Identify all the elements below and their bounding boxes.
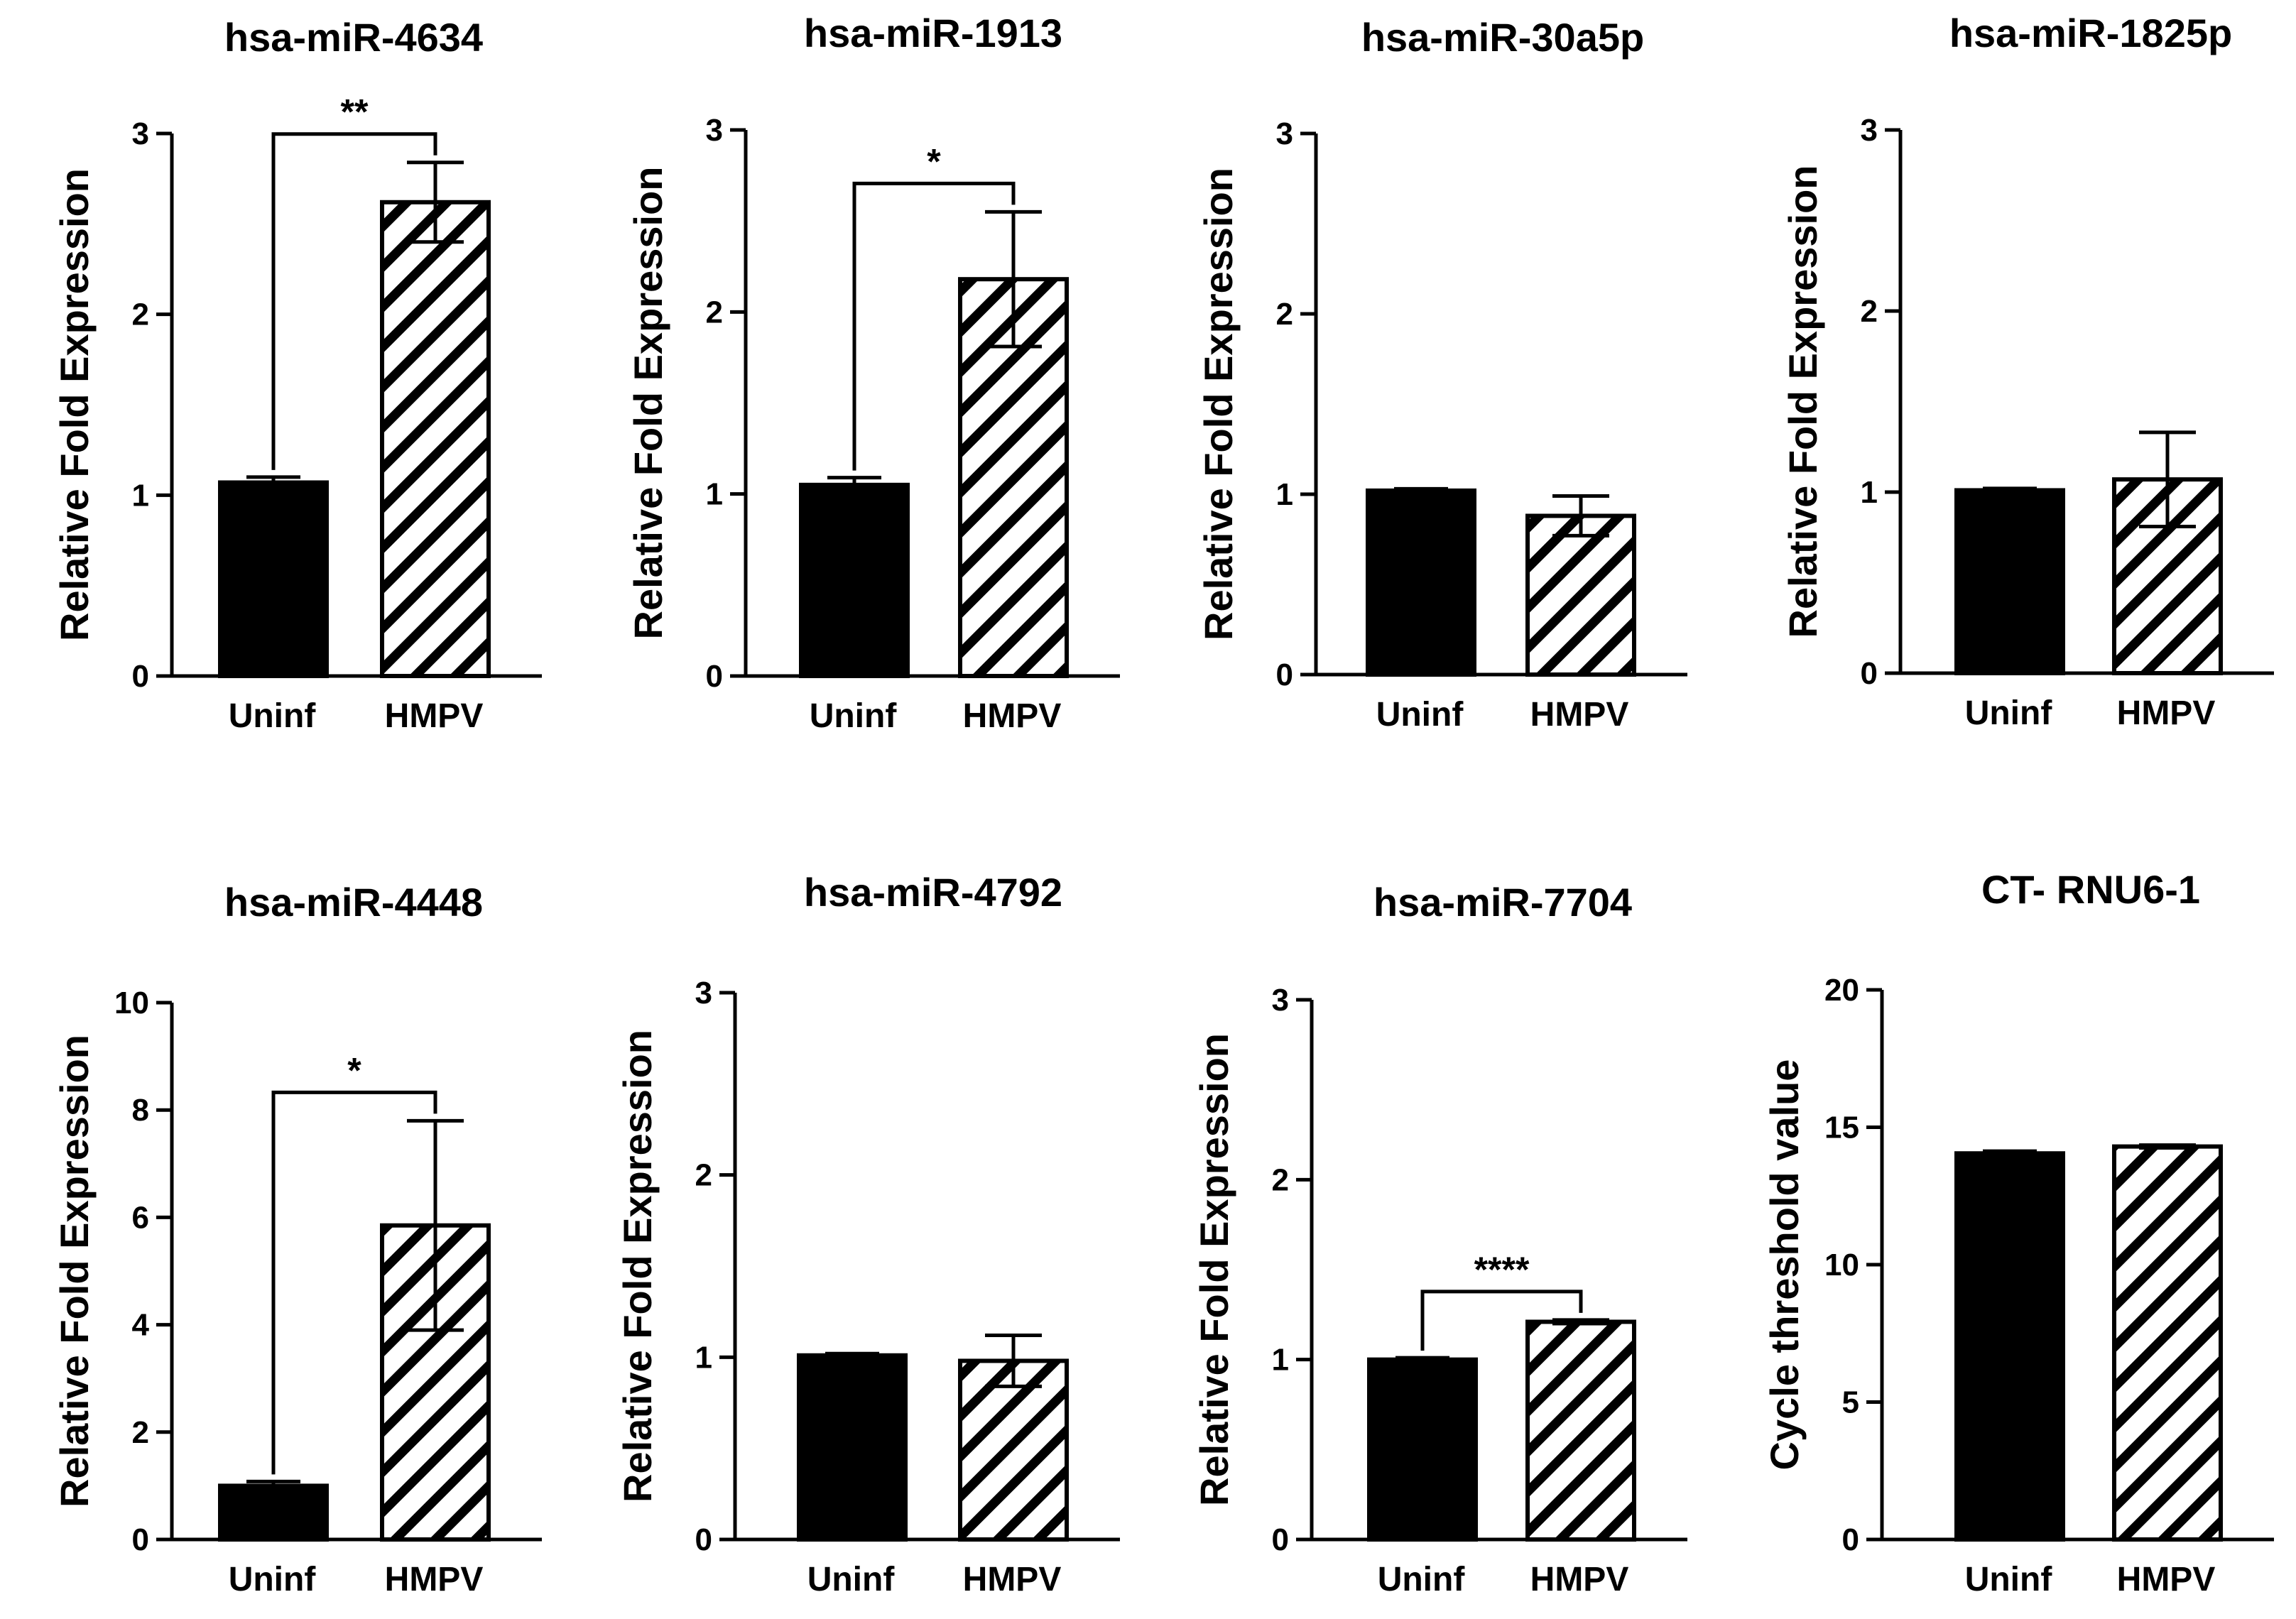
y-tick-label: 0	[1276, 658, 1293, 692]
y-axis-label: Relative Fold Expression	[1196, 168, 1241, 640]
y-tick-label: 0	[132, 659, 149, 694]
y-tick-label: 3	[695, 976, 712, 1010]
y-axis-label: Relative Fold Expression	[615, 1030, 660, 1503]
y-tick-label: 2	[1861, 294, 1878, 329]
y-tick-label: 0	[132, 1522, 149, 1557]
bar-uninf	[218, 480, 329, 678]
y-tick-label: 3	[1276, 116, 1293, 151]
significance-bracket	[1420, 1290, 1583, 1351]
x-category-label: Uninf	[229, 697, 317, 735]
chart-title: hsa-miR-4634	[224, 15, 483, 60]
bar-uninf	[1954, 1151, 2065, 1542]
y-tick-label: 4	[132, 1308, 150, 1343]
significance-label: *	[347, 1050, 361, 1090]
y-tick-label: 1	[1861, 475, 1878, 510]
y-tick-label: 0	[706, 659, 723, 694]
y-tick-label: 10	[114, 986, 149, 1020]
x-category-label: HMPV	[963, 697, 1062, 735]
y-tick-label: 1	[132, 478, 149, 513]
bar-hmpv	[1525, 513, 1636, 677]
significance-bracket	[271, 132, 437, 470]
y-tick-label: 2	[706, 295, 723, 329]
bar-uninf	[797, 1353, 908, 1542]
chart-title: hsa-miR-30a5p	[1361, 15, 1644, 60]
y-axis-label: Cycle threshold value	[1762, 1059, 1807, 1471]
bar-hmpv	[1525, 1319, 1636, 1542]
significance-label: *	[927, 141, 941, 181]
y-tick-label: 2	[132, 1415, 149, 1450]
y-tick-label: 8	[132, 1093, 149, 1128]
chart-title: CT- RNU6-1	[1981, 867, 2200, 912]
y-tick-label: 2	[132, 298, 149, 332]
y-tick-label: 1	[706, 477, 723, 512]
chart-panel-4: hsa-miR-1825p Relative Fold Expression 0 1 2…	[1780, 11, 2274, 732]
x-category-label: HMPV	[385, 697, 484, 735]
x-category-label: HMPV	[1530, 696, 1629, 734]
y-tick-label: 0	[1272, 1522, 1289, 1557]
x-category-label: Uninf	[1378, 1561, 1466, 1598]
chart-panel-7: hsa-miR-7704 Relative Fold Expression 0 1 2 3…	[1192, 880, 1687, 1598]
bar-uninf	[1366, 488, 1476, 677]
y-tick-label: 0	[695, 1522, 712, 1557]
significance-bracket	[271, 1090, 437, 1475]
y-axis-label: Relative Fold Expression	[52, 168, 97, 641]
y-tick-label: 2	[1272, 1162, 1289, 1197]
y-tick-label: 15	[1824, 1111, 1859, 1145]
y-tick-label: 3	[132, 116, 149, 151]
bar-uninf	[799, 482, 910, 678]
y-tick-label: 3	[1861, 113, 1878, 148]
x-category-label: Uninf	[1376, 696, 1464, 734]
bar-uninf	[218, 1483, 329, 1542]
significance-label: **	[341, 92, 369, 132]
chart-panel-1: hsa-miR-4634 Relative Fold Expression 0 1 2 3…	[52, 15, 542, 735]
significance-label: ****	[1474, 1250, 1530, 1290]
x-category-label: Uninf	[1965, 1561, 2053, 1598]
chart-panel-3: hsa-miR-30a5p Relative Fold Expression 0 1 2…	[1196, 15, 1687, 734]
x-category-label: Uninf	[807, 1561, 896, 1598]
x-category-label: HMPV	[963, 1561, 1062, 1598]
significance-bracket	[852, 181, 1016, 471]
y-tick-label: 3	[706, 113, 723, 148]
y-axis-label: Relative Fold Expression	[1192, 1033, 1236, 1506]
y-tick-label: 2	[695, 1158, 712, 1193]
chart-panel-6: hsa-miR-4792 Relative Fold Expression 0 1 2 3…	[615, 870, 1120, 1598]
bar-hmpv	[380, 200, 491, 679]
y-tick-label: 10	[1824, 1248, 1859, 1282]
x-category-label: HMPV	[1530, 1561, 1629, 1598]
y-tick-label: 5	[1842, 1385, 1859, 1420]
bar-hmpv	[2112, 1144, 2223, 1542]
x-category-label: Uninf	[810, 697, 898, 735]
bar-hmpv	[958, 1358, 1069, 1542]
y-axis-label: Relative Fold Expression	[1780, 165, 1825, 638]
chart-panel-5: hsa-miR-4448 Relative Fold Expression 0 2 4 6…	[52, 880, 542, 1598]
chart-title: hsa-miR-4792	[804, 870, 1062, 915]
x-category-label: Uninf	[229, 1561, 317, 1598]
x-category-label: HMPV	[2117, 694, 2216, 732]
chart-title: hsa-miR-4448	[224, 880, 483, 925]
chart-title: hsa-miR-1825p	[1949, 11, 2232, 55]
y-axis-label: Relative Fold Expression	[626, 167, 670, 640]
y-tick-label: 0	[1842, 1522, 1859, 1557]
bar-uninf	[1367, 1357, 1478, 1542]
x-category-label: HMPV	[2117, 1561, 2216, 1598]
chart-title: hsa-miR-1913	[804, 11, 1062, 55]
y-tick-label: 1	[1276, 477, 1293, 512]
y-tick-label: 2	[1276, 297, 1293, 332]
chart-panel-2: hsa-miR-1913 Relative Fold Expression 0 1 2 3…	[626, 11, 1120, 735]
bar-uninf	[1954, 488, 2065, 675]
chart-panel-8: CT- RNU6-1 Cycle threshold value 0 5 10 15 20 U…	[1762, 867, 2274, 1598]
y-tick-label: 0	[1861, 656, 1878, 691]
x-category-label: HMPV	[385, 1561, 484, 1598]
chart-title: hsa-miR-7704	[1373, 880, 1632, 925]
y-tick-label: 6	[132, 1200, 149, 1235]
y-tick-label: 20	[1824, 973, 1859, 1008]
y-tick-label: 3	[1272, 983, 1289, 1018]
y-axis-label: Relative Fold Expression	[52, 1035, 97, 1508]
y-tick-label: 1	[695, 1340, 712, 1375]
y-tick-label: 1	[1272, 1343, 1289, 1378]
x-category-label: Uninf	[1965, 694, 2053, 732]
